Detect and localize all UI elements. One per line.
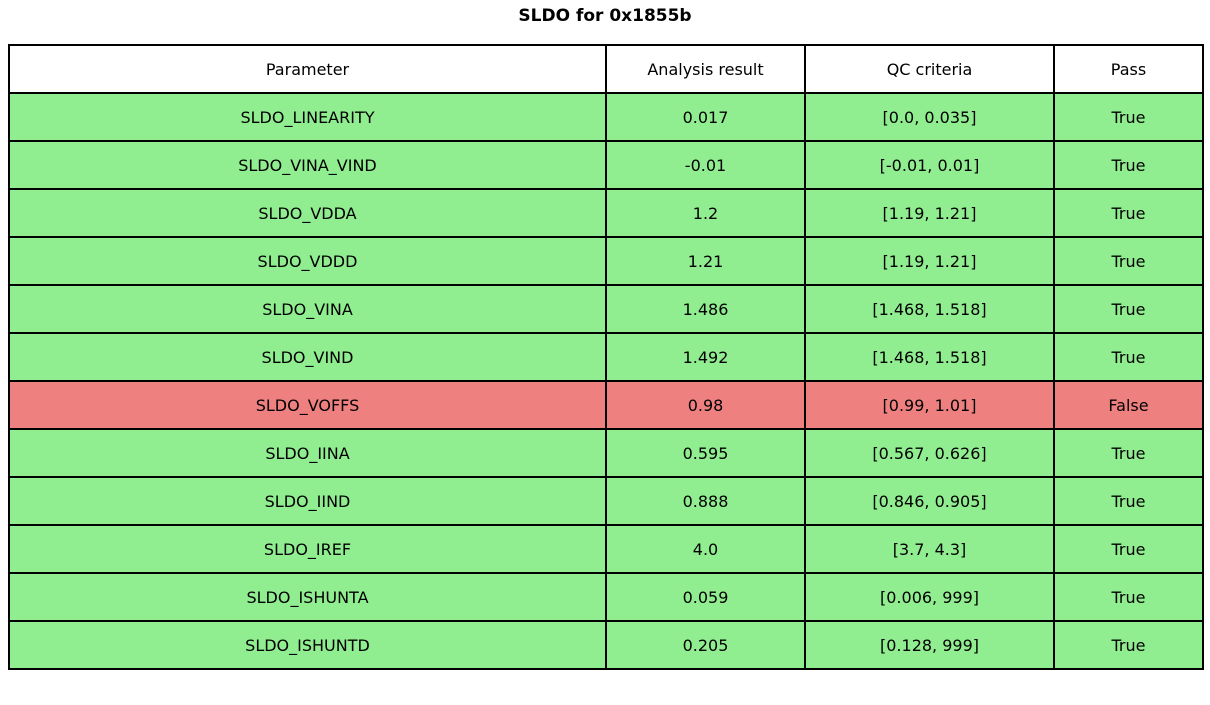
table-row: SLDO_IREF 4.0 [3.7, 4.3] True — [8, 524, 1204, 574]
header-row: Parameter Analysis result QC criteria Pa… — [8, 44, 1204, 94]
analysis-result-cell: 0.017 — [605, 92, 806, 142]
qc-criteria-cell: [-0.01, 0.01] — [804, 140, 1055, 190]
parameter-cell: SLDO_VOFFS — [8, 380, 607, 430]
qc-criteria-cell: [1.19, 1.21] — [804, 236, 1055, 286]
parameter-cell: SLDO_ISHUNTD — [8, 620, 607, 670]
pass-cell: True — [1053, 332, 1204, 382]
analysis-result-cell: 0.205 — [605, 620, 806, 670]
qc-criteria-cell: [0.567, 0.626] — [804, 428, 1055, 478]
analysis-result-cell: 0.059 — [605, 572, 806, 622]
qc-criteria-cell: [1.468, 1.518] — [804, 332, 1055, 382]
pass-cell: True — [1053, 236, 1204, 286]
qc-criteria-cell: [0.006, 999] — [804, 572, 1055, 622]
analysis-result-cell: 4.0 — [605, 524, 806, 574]
pass-cell: True — [1053, 476, 1204, 526]
table-row: SLDO_IIND 0.888 [0.846, 0.905] True — [8, 476, 1204, 526]
pass-cell: True — [1053, 188, 1204, 238]
analysis-result-cell: 0.98 — [605, 380, 806, 430]
qc-criteria-cell: [0.846, 0.905] — [804, 476, 1055, 526]
parameter-cell: SLDO_VIND — [8, 332, 607, 382]
pass-cell: True — [1053, 428, 1204, 478]
qc-criteria-cell: [0.0, 0.035] — [804, 92, 1055, 142]
analysis-result-cell: 1.486 — [605, 284, 806, 334]
analysis-result-cell: 1.21 — [605, 236, 806, 286]
parameter-cell: SLDO_VINA_VIND — [8, 140, 607, 190]
parameter-cell: SLDO_IREF — [8, 524, 607, 574]
qc-results-table: Parameter Analysis result QC criteria Pa… — [8, 44, 1204, 670]
parameter-cell: SLDO_ISHUNTA — [8, 572, 607, 622]
col-header-analysis-result: Analysis result — [605, 44, 806, 94]
parameter-cell: SLDO_IIND — [8, 476, 607, 526]
table-row: SLDO_VOFFS 0.98 [0.99, 1.01] False — [8, 380, 1204, 430]
table-row: SLDO_VINA_VIND -0.01 [-0.01, 0.01] True — [8, 140, 1204, 190]
table-row: SLDO_ISHUNTD 0.205 [0.128, 999] True — [8, 620, 1204, 670]
analysis-result-cell: 0.595 — [605, 428, 806, 478]
qc-criteria-cell: [1.468, 1.518] — [804, 284, 1055, 334]
table-row: SLDO_IINA 0.595 [0.567, 0.626] True — [8, 428, 1204, 478]
parameter-cell: SLDO_VDDD — [8, 236, 607, 286]
pass-cell: True — [1053, 92, 1204, 142]
table-row: SLDO_VDDD 1.21 [1.19, 1.21] True — [8, 236, 1204, 286]
table-body: SLDO_LINEARITY 0.017 [0.0, 0.035] True S… — [8, 92, 1204, 670]
parameter-cell: SLDO_LINEARITY — [8, 92, 607, 142]
pass-cell: True — [1053, 524, 1204, 574]
qc-criteria-cell: [3.7, 4.3] — [804, 524, 1055, 574]
qc-criteria-cell: [1.19, 1.21] — [804, 188, 1055, 238]
table-row: SLDO_ISHUNTA 0.059 [0.006, 999] True — [8, 572, 1204, 622]
table-row: SLDO_VIND 1.492 [1.468, 1.518] True — [8, 332, 1204, 382]
table-row: SLDO_VINA 1.486 [1.468, 1.518] True — [8, 284, 1204, 334]
table-row: SLDO_VDDA 1.2 [1.19, 1.21] True — [8, 188, 1204, 238]
parameter-cell: SLDO_VINA — [8, 284, 607, 334]
parameter-cell: SLDO_IINA — [8, 428, 607, 478]
pass-cell: False — [1053, 380, 1204, 430]
pass-cell: True — [1053, 572, 1204, 622]
qc-criteria-cell: [0.128, 999] — [804, 620, 1055, 670]
pass-cell: True — [1053, 284, 1204, 334]
page-title: SLDO for 0x1855b — [518, 6, 692, 26]
analysis-result-cell: 1.492 — [605, 332, 806, 382]
table-row: SLDO_LINEARITY 0.017 [0.0, 0.035] True — [8, 92, 1204, 142]
col-header-qc-criteria: QC criteria — [804, 44, 1055, 94]
analysis-result-cell: 0.888 — [605, 476, 806, 526]
pass-cell: True — [1053, 620, 1204, 670]
parameter-cell: SLDO_VDDA — [8, 188, 607, 238]
col-header-parameter: Parameter — [8, 44, 607, 94]
analysis-result-cell: -0.01 — [605, 140, 806, 190]
pass-cell: True — [1053, 140, 1204, 190]
analysis-result-cell: 1.2 — [605, 188, 806, 238]
col-header-pass: Pass — [1053, 44, 1204, 94]
qc-criteria-cell: [0.99, 1.01] — [804, 380, 1055, 430]
